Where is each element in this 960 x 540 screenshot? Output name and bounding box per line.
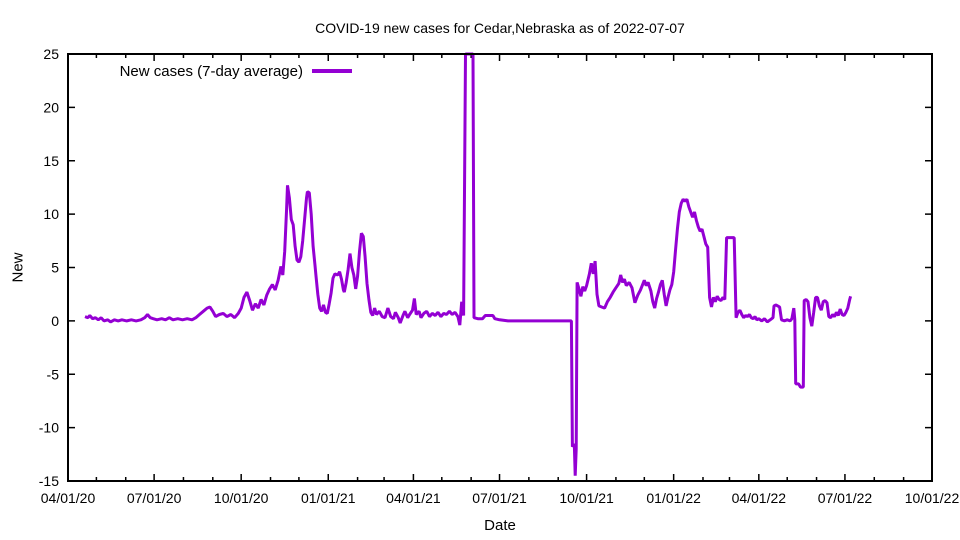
y-tick-label: 25: [43, 46, 59, 62]
x-tick-label: 10/01/20: [214, 490, 269, 506]
chart-title: COVID-19 new cases for Cedar,Nebraska as…: [315, 20, 685, 36]
y-tick-label: 15: [43, 153, 59, 169]
y-tick-label: -15: [39, 473, 59, 489]
x-tick-label: 10/01/22: [905, 490, 960, 506]
series-line-new-cases: [84, 52, 853, 476]
x-tick-label: 07/01/22: [818, 490, 873, 506]
y-tick-label: 20: [43, 99, 59, 115]
y-tick-label: -5: [47, 366, 60, 382]
y-tick-label: 0: [51, 313, 59, 329]
legend-line-swatch: [312, 69, 352, 73]
y-tick-label: 5: [51, 260, 59, 276]
x-tick-label: 07/01/20: [127, 490, 182, 506]
x-tick-label: 07/01/21: [472, 490, 527, 506]
x-tick-label: 04/01/20: [41, 490, 96, 506]
y-tick-label: 10: [43, 206, 59, 222]
x-tick-label: 01/01/21: [301, 490, 356, 506]
x-tick-label: 04/01/22: [732, 490, 787, 506]
legend-label: New cases (7-day average): [119, 62, 303, 80]
x-tick-label: 10/01/21: [559, 490, 614, 506]
legend: New cases (7-day average): [119, 62, 352, 80]
x-tick-label: 04/01/21: [386, 490, 441, 506]
y-tick-label: -10: [39, 420, 59, 436]
x-tick-label: 01/01/22: [646, 490, 701, 506]
x-axis-label: Date: [484, 517, 516, 534]
plot-border: [67, 53, 933, 482]
